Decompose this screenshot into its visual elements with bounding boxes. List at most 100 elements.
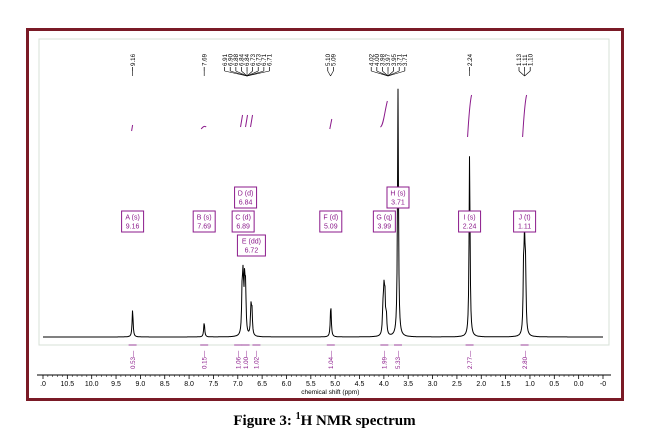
peak-label: 4.02 — [368, 53, 375, 66]
x-tick-label: 3.5 — [403, 381, 413, 388]
figure-caption: Figure 3: 1H NMR spectrum — [0, 411, 649, 430]
multiplet-box-a: A (s) 9.16 — [121, 210, 145, 233]
peak-label: 6.90 — [227, 53, 234, 66]
x-tick-label: 2.5 — [452, 381, 462, 388]
x-tick-label: 10.0 — [85, 381, 99, 388]
peak-label: 6.84 — [239, 53, 246, 66]
x-tick-label: 1.5 — [501, 381, 511, 388]
integral-curve — [329, 118, 333, 130]
multiplet-box-border — [231, 210, 255, 233]
caption-text: H NMR spectrum — [300, 413, 416, 429]
peak-label-connector — [246, 70, 253, 77]
multiplet-shift: 2.24 — [463, 224, 477, 231]
peak-label: 6.71 — [267, 53, 274, 66]
peak-label: 6.73 — [255, 53, 262, 66]
multiplet-box-border — [236, 234, 266, 257]
x-tick-label: 1.0 — [525, 381, 535, 388]
peak-label: 3.95 — [391, 53, 398, 66]
x-tick-label: 7.0 — [233, 381, 243, 388]
multiplet-label: H (s) — [390, 191, 405, 198]
plot-area-border — [38, 38, 610, 346]
multiplet-box-border — [458, 210, 482, 233]
x-tick-label: 4.5 — [355, 381, 365, 388]
multiplet-box-i: I (s) 2.24 — [458, 210, 482, 233]
multiplet-label: F (d) — [323, 215, 338, 222]
integral-value: 1.99— — [382, 350, 389, 369]
peak-label-connector — [382, 70, 389, 77]
x-tick-label: -0 — [600, 381, 606, 388]
multiplet-label: E (dd) — [242, 239, 261, 246]
integral-value: 1.02— — [254, 350, 261, 369]
multiplet-shift: 9.16 — [126, 224, 140, 231]
multiplet-label: C (d) — [235, 215, 251, 222]
x-tick-label: 10.5 — [61, 381, 75, 388]
x-axis-title: chemical shift (ppm) — [301, 389, 359, 396]
peak-label-connector — [246, 70, 270, 77]
x-tick-label: 9.0 — [136, 381, 146, 388]
integral-values: 0.53— 0.15— 1.06— 1.00— 1.02— 1.04— 1.99— 5.33—… — [128, 344, 529, 369]
multiplet-shift: 3.99 — [378, 224, 392, 231]
x-tick-label: 6.5 — [257, 381, 267, 388]
peak-label: 1.10 — [527, 53, 534, 66]
caption-prefix: Figure 3: — [233, 413, 296, 429]
peak-label: 3.97 — [385, 53, 392, 66]
integral-value: 1.04— — [328, 350, 335, 369]
multiplet-shift: 6.89 — [236, 224, 250, 231]
x-tick-label: 6.0 — [282, 381, 292, 388]
multiplet-label: A (s) — [125, 215, 139, 222]
peak-label: 3.98 — [380, 53, 387, 66]
peak-label: 3.71 — [396, 53, 403, 66]
multiplet-shift: 7.69 — [197, 224, 211, 231]
x-tick-label: 2.0 — [476, 381, 486, 388]
multiplet-shift: 5.09 — [324, 224, 338, 231]
peak-label: 6.91 — [222, 53, 229, 66]
integral-curve — [467, 94, 473, 138]
integral-value: 0.53— — [130, 350, 137, 369]
nmr-spectrum-chart: 9.16 7.69 6.916.906.886.846.846.736.736.71… — [37, 38, 611, 396]
peak-label-connector — [241, 70, 248, 77]
peak-label-connector — [518, 70, 525, 77]
peak-label-connector — [230, 70, 248, 77]
integral-curves — [131, 94, 528, 138]
peak-label: 3.71 — [402, 53, 409, 66]
peak-label-connector — [371, 70, 389, 77]
integral-curve — [200, 125, 207, 130]
multiplet-shift: 3.71 — [391, 200, 405, 207]
x-tick-label: 0.0 — [574, 381, 584, 388]
x-tick-label: 3.0 — [428, 381, 438, 388]
integral-value: 1.00— — [243, 350, 250, 369]
caption-superscript: 1 — [295, 411, 301, 422]
spectrum-trace — [43, 88, 603, 338]
peak-label: 1.11 — [522, 54, 529, 66]
multiplet-box-d: D (d) 6.84 — [234, 186, 258, 209]
multiplet-box-f: F (d) 5.09 — [319, 210, 343, 233]
peak-label: 5.09 — [331, 53, 338, 66]
peak-label: 1.13 — [516, 53, 523, 66]
peak-label-connector — [524, 70, 531, 77]
peak-label-connector — [327, 70, 331, 77]
multiplet-box-border — [234, 186, 258, 209]
peak-label-connector — [387, 70, 394, 77]
peak-label-connector — [376, 70, 389, 77]
peak-label: 6.88 — [233, 53, 240, 66]
integral-curve — [380, 100, 388, 128]
multiplet-label: I (s) — [464, 215, 476, 222]
integral-curve — [522, 94, 528, 138]
integral-value: 5.33— — [395, 350, 402, 369]
multiplet-box-border — [513, 210, 537, 233]
multiplet-shift: 6.72 — [245, 248, 259, 255]
integral-value: 2.77— — [467, 350, 474, 369]
multiplet-boxes: A (s) 9.16 B (s) 7.69 C (d) 6.89 D (d) 6.84 E (d… — [121, 186, 537, 257]
figure-frame: 9.16 7.69 6.91 6.90 6.88 6.84 6.84 6.73 6.73 6.71… — [26, 28, 624, 401]
peak-label: 2.24 — [467, 53, 474, 66]
multiplet-label: D (d) — [238, 191, 254, 198]
multiplet-label: B (s) — [197, 215, 212, 222]
x-tick-label: 8.5 — [160, 381, 170, 388]
integral-value: 0.15— — [201, 350, 208, 369]
multiplet-box-border — [319, 210, 343, 233]
x-tick-label: 8.0 — [184, 381, 194, 388]
peak-label: 4.00 — [374, 53, 381, 66]
multiplet-label: G (q) — [376, 215, 392, 222]
peak-label-connector — [235, 70, 248, 77]
x-tick-label: .0 — [40, 381, 46, 388]
